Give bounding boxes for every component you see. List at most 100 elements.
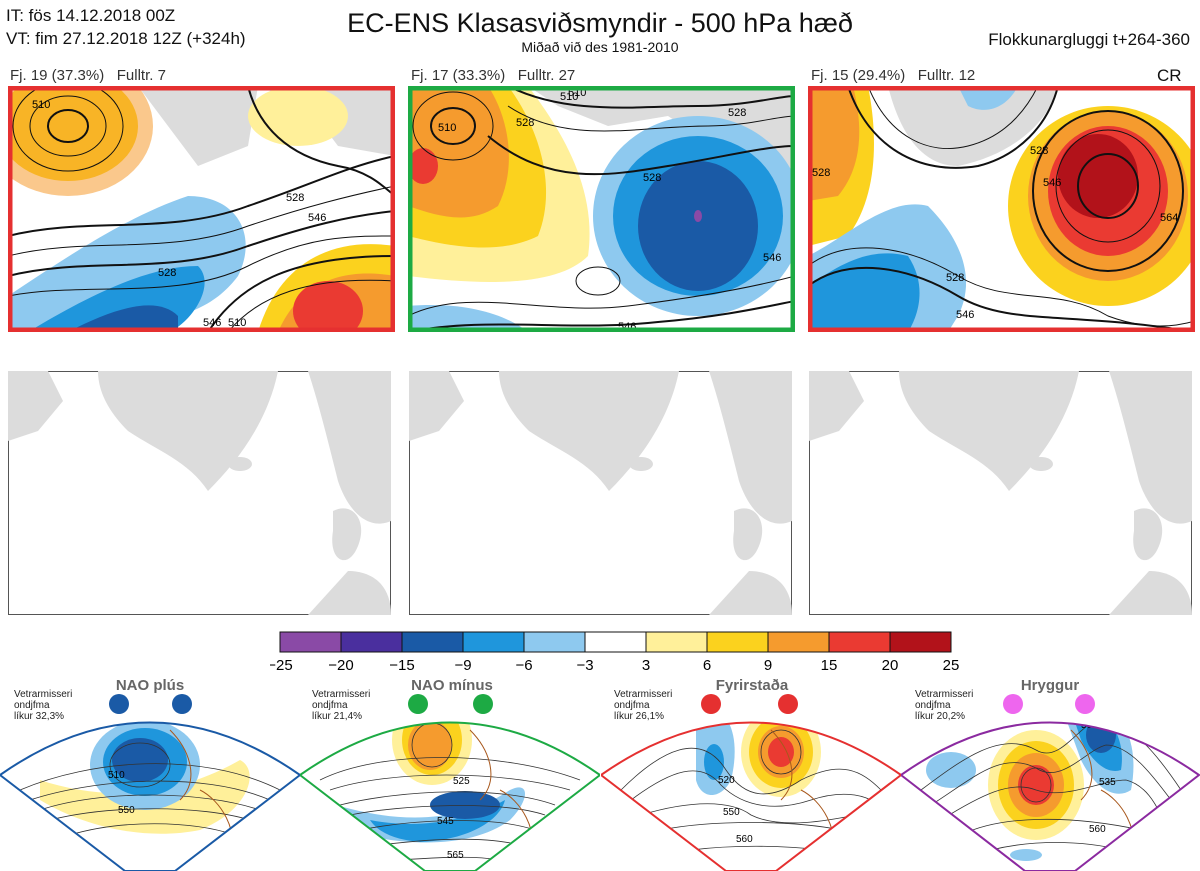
colorbar-tick-label: 20 bbox=[882, 657, 899, 674]
contour-label-546b: 546 bbox=[203, 317, 221, 329]
land-scandinavia bbox=[1109, 371, 1192, 524]
cluster-2-label: Fj. 17 (33.3%) Fulltr. 27 bbox=[411, 67, 575, 84]
colorbar-swatch bbox=[828, 631, 891, 653]
cluster-map-3: 528 528 546 564 528 546 bbox=[808, 86, 1195, 332]
contour-label-546b: 546 bbox=[618, 321, 636, 332]
land-scandinavia bbox=[308, 371, 391, 524]
regime-4-frame bbox=[901, 721, 1200, 871]
regime-1-dot-west bbox=[109, 694, 129, 714]
colorbar-tick-label: 25 bbox=[943, 657, 960, 674]
anomaly-colorbar: −25 −20 −15 −9 −6 −3 3 6 9 15 20 25 bbox=[270, 631, 960, 674]
colorbar-tick-label: −9 bbox=[454, 657, 471, 674]
colorbar-tick-label: 3 bbox=[642, 657, 650, 674]
contour-label-545: 545 bbox=[437, 816, 454, 827]
contour-label-510: 510 bbox=[108, 770, 125, 781]
empty-map-3 bbox=[809, 371, 1192, 615]
regime-1-dot-east bbox=[172, 694, 192, 714]
colorbar-swatch bbox=[706, 631, 769, 653]
regime-4-dot-east bbox=[1075, 694, 1095, 714]
contour-label-520: 520 bbox=[718, 775, 735, 786]
regime-2-frame bbox=[300, 721, 600, 871]
cluster-1-rep: Fulltr. 7 bbox=[116, 67, 166, 84]
colorbar-swatch bbox=[889, 631, 952, 653]
regime-map-blocking: 520 550 560 bbox=[601, 721, 901, 871]
contour-label-550: 550 bbox=[118, 805, 135, 816]
colorbar-swatch bbox=[767, 631, 830, 653]
cluster-2-frame bbox=[408, 86, 795, 332]
valid-time: VT: fim 27.12.2018 12Z (+324h) bbox=[6, 29, 246, 48]
header-info: IT: fös 14.12.2018 00Z VT: fim 27.12.201… bbox=[6, 4, 246, 50]
cluster-3-frame bbox=[808, 86, 1195, 332]
cluster-map-2: 510 528 510 528 546 546 528 510 bbox=[408, 86, 795, 332]
regime-map-ridge: 505 535 560 bbox=[901, 721, 1200, 871]
regime-2-name: NAO mínus bbox=[411, 677, 493, 694]
land-uk bbox=[332, 508, 362, 561]
contour-label-510: 510 bbox=[32, 99, 50, 111]
cluster-3-rep: Fulltr. 12 bbox=[917, 67, 976, 84]
colorbar-tick-label: 9 bbox=[764, 657, 772, 674]
colorbar-swatch bbox=[645, 631, 708, 653]
regime-3-dot-east bbox=[778, 694, 798, 714]
land-iceland bbox=[629, 457, 653, 471]
regime-3-name: Fyrirstaða bbox=[715, 677, 789, 694]
contour-label-510: 510 bbox=[438, 122, 456, 134]
contour-label-528: 528 bbox=[286, 192, 304, 204]
land-iceland bbox=[1029, 457, 1053, 471]
land-uk bbox=[1133, 508, 1163, 561]
colorbar-tick-label: −6 bbox=[515, 657, 532, 674]
contour-label-560: 560 bbox=[1089, 824, 1106, 835]
cluster-2-percent: Fj. 17 (33.3%) bbox=[411, 67, 506, 84]
regime-map-nao-minus: 525 545 565 bbox=[300, 721, 600, 871]
colorbar-tick-label: −3 bbox=[576, 657, 593, 674]
colorbar-tick-label: 15 bbox=[821, 657, 838, 674]
regime-1-prob: Vetrarmisseri ondjfma líkur 32,3% bbox=[14, 689, 73, 722]
contour-label-546b: 546 bbox=[956, 309, 974, 321]
contour-label-528: 528 bbox=[1030, 145, 1048, 157]
cluster-1-percent: Fj. 19 (37.3%) bbox=[10, 67, 105, 84]
regime-2-dot-east bbox=[473, 694, 493, 714]
colorbar-swatch bbox=[523, 631, 586, 653]
contour-label-528b: 528 bbox=[812, 167, 830, 179]
cluster-2-rep: Fulltr. 27 bbox=[517, 67, 576, 84]
cluster-map-1: 510 528 546 528 546 510 bbox=[8, 86, 395, 332]
colorbar-swatch bbox=[279, 631, 342, 653]
regime-3-dot-west bbox=[701, 694, 721, 714]
regime-3-prob: Vetrarmisseri ondjfma líkur 26,1% bbox=[614, 689, 673, 722]
contour-label-535: 535 bbox=[1099, 777, 1116, 788]
colorbar-tick-label: −15 bbox=[389, 657, 414, 674]
contour-label-564: 564 bbox=[1160, 212, 1178, 224]
empty-map-1 bbox=[8, 371, 391, 615]
contour-label-528b: 528 bbox=[158, 267, 176, 279]
cr-label: CR bbox=[1157, 66, 1182, 85]
contour-label-550: 550 bbox=[723, 807, 740, 818]
contour-label-565: 565 bbox=[447, 850, 464, 861]
contour-label-528c: 528 bbox=[946, 272, 964, 284]
empty-map-2 bbox=[409, 371, 792, 615]
page-subtitle: Miðað við des 1981-2010 bbox=[521, 39, 679, 55]
page-title: EC-ENS Klasasviðsmyndir - 500 hPa hæð bbox=[347, 8, 853, 38]
regime-1-name: NAO plús bbox=[115, 677, 185, 694]
cluster-1-label: Fj. 19 (37.3%) Fulltr. 7 bbox=[10, 67, 166, 84]
colorbar-tick-label: 6 bbox=[703, 657, 711, 674]
colorbar-swatch bbox=[584, 631, 647, 653]
regime-map-nao-plus: 510 550 bbox=[0, 721, 300, 871]
cluster-3-label: Fj. 15 (29.4%) Fulltr. 12 bbox=[811, 67, 975, 84]
colorbar-tick-label: −25 bbox=[270, 657, 293, 674]
contour-label-525: 525 bbox=[453, 776, 470, 787]
height-contours bbox=[808, 86, 1195, 332]
init-time: IT: fös 14.12.2018 00Z bbox=[6, 6, 176, 25]
land-greenland bbox=[888, 86, 1058, 166]
height-contours bbox=[408, 86, 795, 332]
regime-2-dot-west bbox=[408, 694, 428, 714]
colorbar-swatch bbox=[401, 631, 464, 653]
window-label: Flokkunargluggi t+264-360 bbox=[988, 30, 1190, 49]
contour-label-546: 546 bbox=[1043, 177, 1061, 189]
cluster-1-frame bbox=[8, 86, 395, 332]
contour-label-546: 546 bbox=[308, 212, 326, 224]
contour-label-510b: 510 bbox=[228, 317, 246, 329]
regime-2-prob: Vetrarmisseri ondjfma líkur 21,4% bbox=[312, 689, 371, 722]
land-greenland bbox=[138, 86, 258, 166]
colorbar-tick-label: −20 bbox=[328, 657, 353, 674]
contour-label-560: 560 bbox=[736, 834, 753, 845]
regime-4-prob: Vetrarmisseri ondjfma líkur 20,2% bbox=[915, 689, 974, 722]
